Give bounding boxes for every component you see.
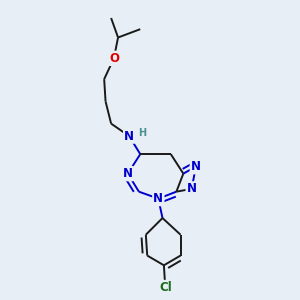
Text: Cl: Cl: [159, 281, 172, 294]
Text: O: O: [109, 52, 119, 65]
Text: N: N: [123, 167, 133, 180]
Text: H: H: [138, 128, 147, 138]
Text: N: N: [124, 130, 134, 142]
Text: N: N: [153, 192, 163, 205]
Text: N: N: [191, 160, 201, 173]
Text: N: N: [187, 182, 197, 195]
